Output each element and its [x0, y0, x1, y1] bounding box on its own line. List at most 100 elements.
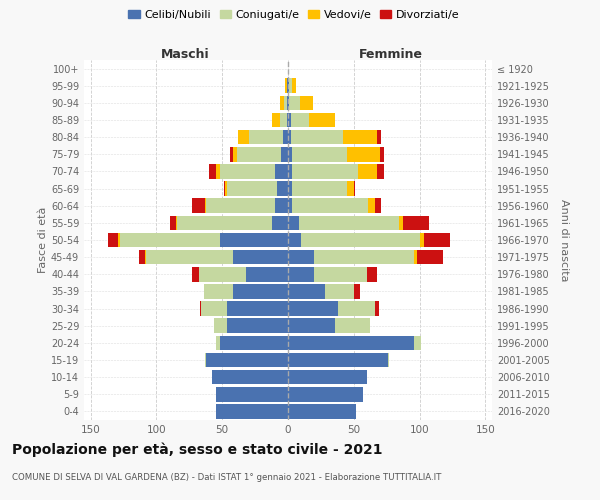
- Bar: [288, 147, 292, 162]
- Bar: [205, 352, 206, 368]
- Bar: [272, 216, 288, 230]
- Bar: [118, 232, 119, 248]
- Bar: [388, 352, 389, 368]
- Bar: [220, 232, 288, 248]
- Bar: [288, 232, 301, 248]
- Bar: [275, 164, 288, 178]
- Y-axis label: Anni di nascita: Anni di nascita: [559, 198, 569, 281]
- Bar: [227, 318, 288, 333]
- Bar: [288, 302, 338, 316]
- Bar: [201, 302, 227, 316]
- Bar: [335, 318, 370, 333]
- Bar: [403, 216, 429, 230]
- Bar: [299, 216, 398, 230]
- Bar: [220, 336, 288, 350]
- Bar: [288, 96, 289, 110]
- Bar: [288, 164, 292, 178]
- Bar: [424, 232, 450, 248]
- Text: Femmine: Femmine: [359, 48, 422, 61]
- Bar: [220, 164, 275, 178]
- Bar: [178, 216, 272, 230]
- Bar: [288, 387, 363, 402]
- Bar: [380, 147, 384, 162]
- Bar: [227, 302, 288, 316]
- Bar: [288, 404, 356, 418]
- Bar: [233, 147, 236, 162]
- Bar: [176, 216, 178, 230]
- Bar: [309, 112, 335, 128]
- Bar: [292, 164, 358, 178]
- Bar: [288, 250, 314, 264]
- Bar: [192, 267, 199, 281]
- Bar: [343, 130, 377, 144]
- Bar: [286, 78, 287, 93]
- Bar: [277, 182, 288, 196]
- Bar: [288, 370, 367, 384]
- Bar: [281, 147, 288, 162]
- Bar: [347, 182, 354, 196]
- Bar: [292, 147, 347, 162]
- Bar: [280, 96, 284, 110]
- Bar: [367, 267, 377, 281]
- Text: Popolazione per età, sesso e stato civile - 2021: Popolazione per età, sesso e stato civil…: [12, 442, 383, 457]
- Bar: [209, 164, 215, 178]
- Bar: [192, 198, 205, 213]
- Bar: [292, 78, 296, 93]
- Bar: [288, 112, 290, 128]
- Bar: [215, 387, 288, 402]
- Bar: [287, 96, 288, 110]
- Bar: [288, 336, 415, 350]
- Bar: [170, 216, 176, 230]
- Bar: [292, 198, 368, 213]
- Bar: [314, 267, 367, 281]
- Bar: [215, 336, 220, 350]
- Bar: [377, 164, 384, 178]
- Bar: [248, 130, 283, 144]
- Bar: [398, 216, 403, 230]
- Bar: [288, 267, 314, 281]
- Bar: [275, 198, 288, 213]
- Bar: [215, 404, 288, 418]
- Bar: [375, 302, 379, 316]
- Bar: [338, 302, 375, 316]
- Bar: [199, 267, 246, 281]
- Bar: [290, 112, 309, 128]
- Bar: [354, 284, 361, 298]
- Bar: [246, 267, 288, 281]
- Bar: [354, 182, 355, 196]
- Bar: [358, 164, 377, 178]
- Bar: [283, 130, 288, 144]
- Bar: [145, 250, 146, 264]
- Bar: [212, 370, 288, 384]
- Bar: [119, 232, 220, 248]
- Bar: [200, 302, 201, 316]
- Bar: [377, 130, 382, 144]
- Bar: [415, 336, 421, 350]
- Bar: [301, 232, 419, 248]
- Bar: [227, 182, 277, 196]
- Bar: [300, 96, 313, 110]
- Bar: [288, 352, 388, 368]
- Bar: [314, 250, 415, 264]
- Bar: [233, 250, 288, 264]
- Bar: [206, 352, 288, 368]
- Bar: [214, 318, 227, 333]
- Bar: [287, 112, 288, 128]
- Bar: [290, 130, 343, 144]
- Bar: [415, 250, 417, 264]
- Bar: [236, 147, 281, 162]
- Bar: [288, 182, 292, 196]
- Bar: [230, 147, 233, 162]
- Bar: [292, 182, 347, 196]
- Bar: [280, 112, 287, 128]
- Bar: [224, 182, 225, 196]
- Bar: [288, 130, 290, 144]
- Bar: [107, 232, 118, 248]
- Bar: [417, 250, 443, 264]
- Bar: [272, 112, 280, 128]
- Legend: Celibi/Nubili, Coniugati/e, Vedovi/e, Divorziati/e: Celibi/Nubili, Coniugati/e, Vedovi/e, Di…: [124, 6, 464, 25]
- Text: Maschi: Maschi: [161, 48, 209, 61]
- Bar: [325, 284, 354, 298]
- Bar: [288, 216, 299, 230]
- Bar: [289, 96, 300, 110]
